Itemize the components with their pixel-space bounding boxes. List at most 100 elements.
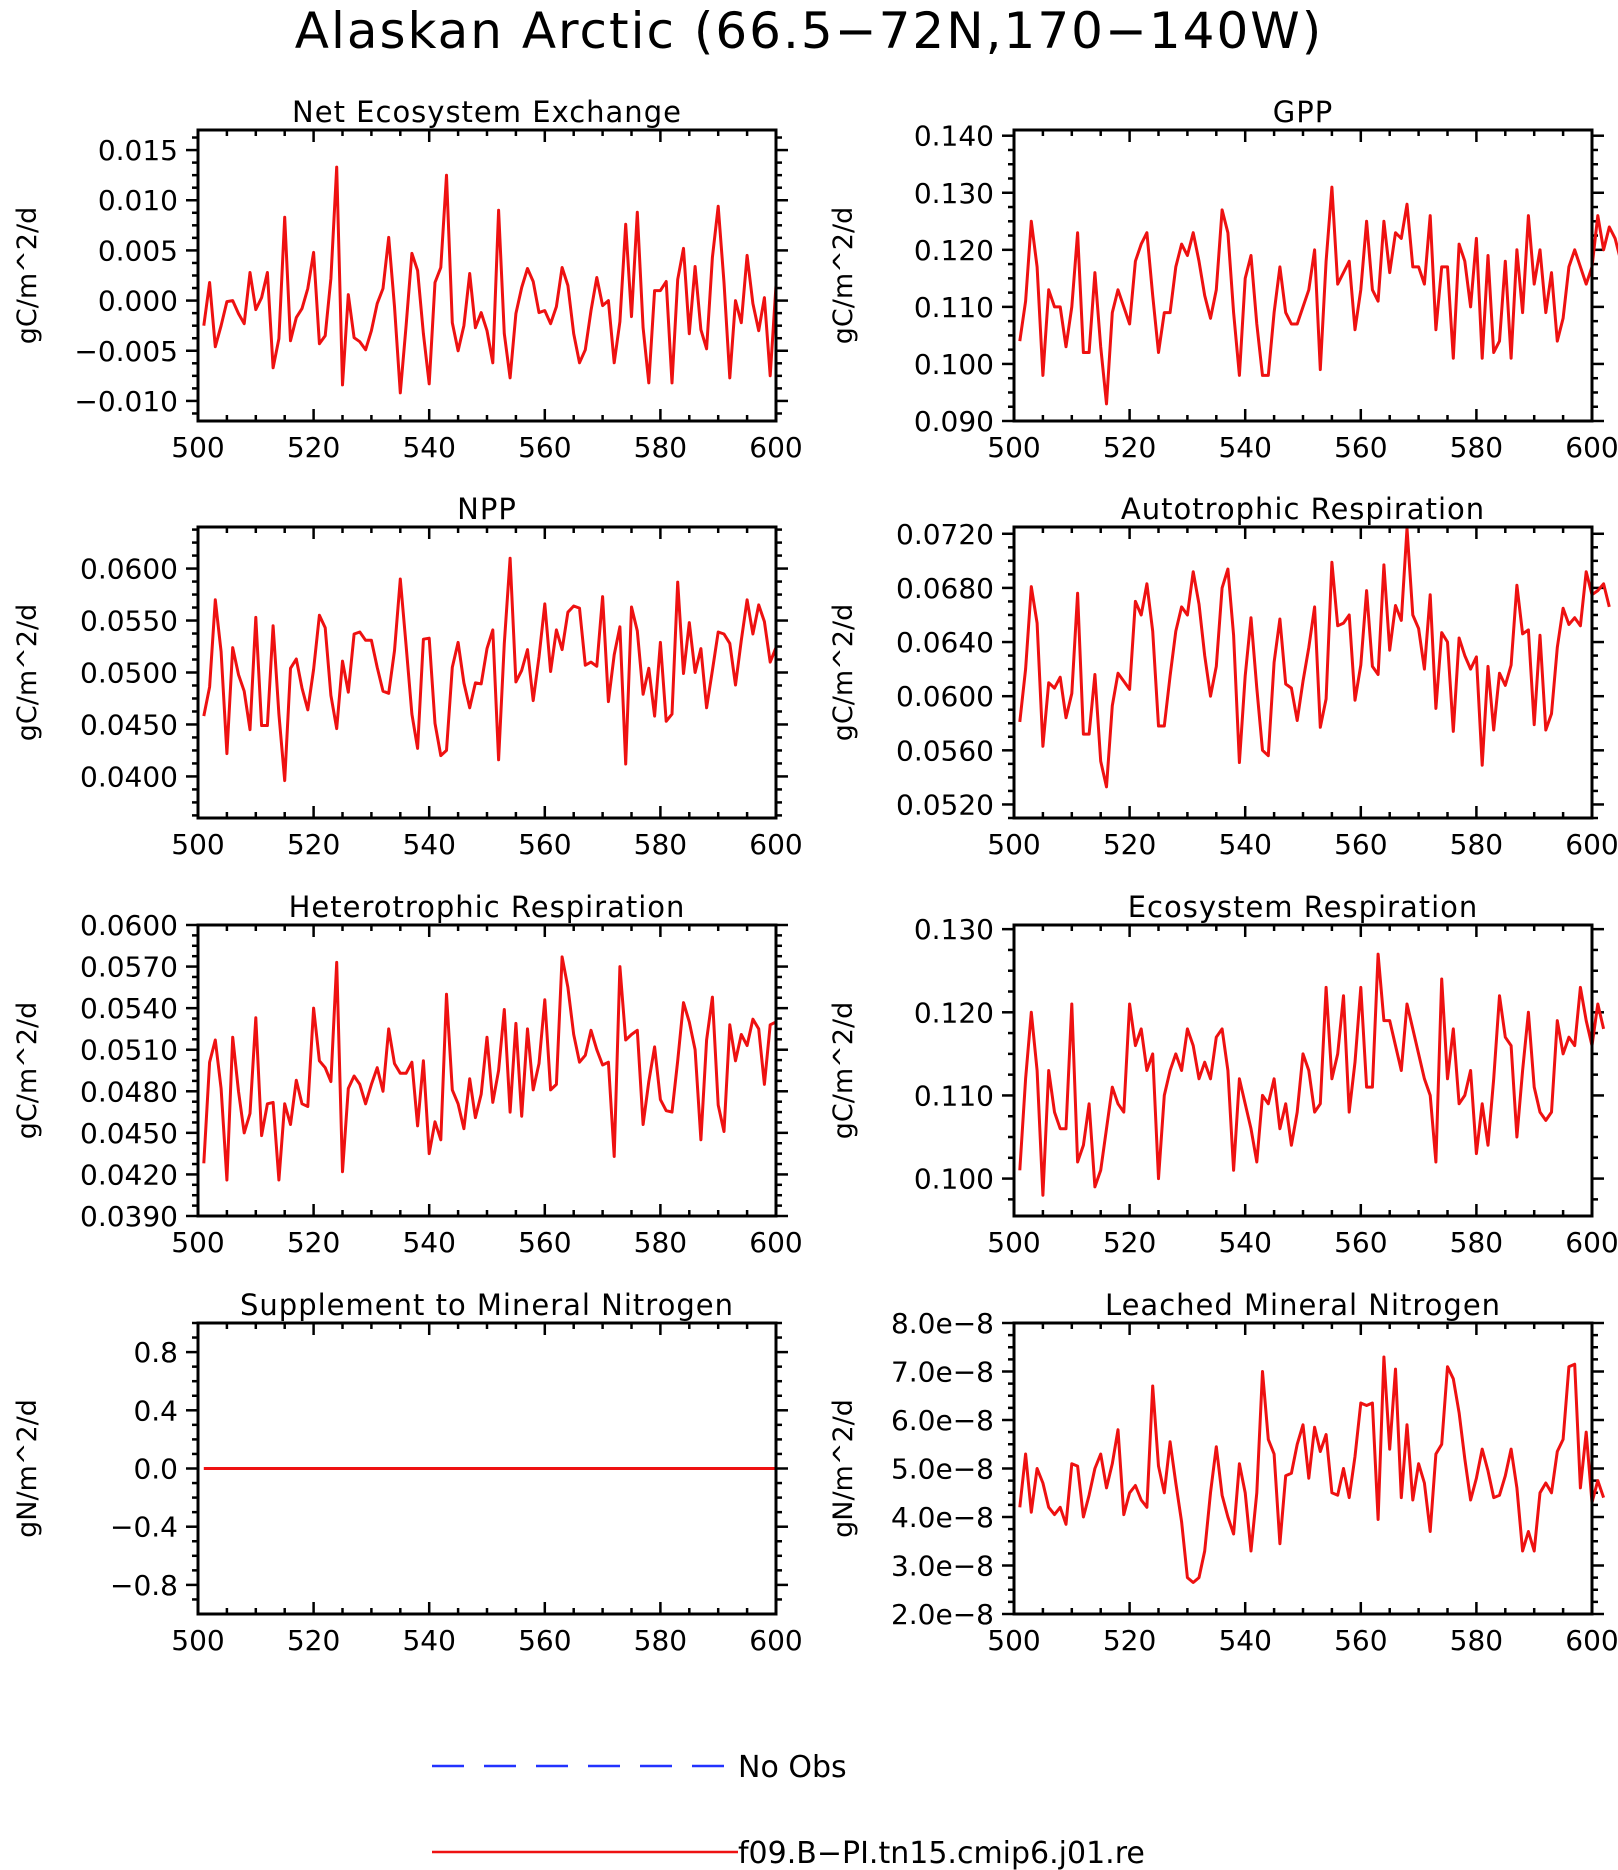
x-tick-label: 500 — [987, 1226, 1040, 1259]
y-tick-label: 0.0450 — [80, 1117, 178, 1150]
y-tick-label: 0.0600 — [896, 680, 994, 713]
x-tick-label: 540 — [1218, 431, 1271, 464]
x-tick-label: 520 — [287, 1226, 340, 1259]
chart-panel-5: Heterotrophic Respiration gC/m^2/d 500 520 5… — [12, 890, 803, 1259]
y-tick-label: 0.0480 — [80, 1075, 178, 1108]
y-axis-label: gN/m^2/d — [828, 1399, 859, 1538]
main-title: Alaskan Arctic (66.5−72N,170−140W) — [295, 2, 1323, 60]
x-tick-label: 500 — [171, 431, 224, 464]
y-tick-label: 0.0600 — [80, 553, 178, 586]
x-tick-label: 520 — [1103, 431, 1156, 464]
x-tick-label: 580 — [1450, 431, 1503, 464]
legend-label-no-obs: No Obs — [738, 1750, 847, 1785]
x-tick-label: 580 — [634, 1226, 687, 1259]
x-tick-label: 600 — [749, 1226, 802, 1259]
y-tick-label: 0.000 — [98, 285, 178, 318]
x-tick-label: 560 — [518, 1624, 571, 1657]
x-tick-label: 580 — [634, 1624, 687, 1657]
x-tick-label: 520 — [1103, 1226, 1156, 1259]
x-tick-label: 560 — [518, 431, 571, 464]
x-tick-label: 560 — [518, 1226, 571, 1259]
y-tick-label: 0.100 — [914, 1163, 994, 1196]
x-tick-label: 540 — [1218, 1226, 1271, 1259]
series-line-1 — [1018, 526, 1611, 789]
x-tick-label: 520 — [287, 828, 340, 861]
x-tick-label: 500 — [987, 828, 1040, 861]
y-tick-label: 0.005 — [98, 234, 178, 267]
x-tick-label: 600 — [1565, 1226, 1618, 1259]
x-tick-label: 500 — [171, 828, 224, 861]
y-tick-label: 0.0520 — [896, 788, 994, 821]
series-line-1 — [1018, 952, 1606, 1197]
x-tick-label: 560 — [518, 828, 571, 861]
y-tick-label: 5.0e−8 — [891, 1453, 994, 1486]
x-tick-label: 500 — [987, 431, 1040, 464]
plot-frame — [196, 923, 778, 1218]
plot-frame — [196, 128, 778, 423]
panel-title: Heterotrophic Respiration — [289, 890, 686, 924]
plot-frame — [196, 1321, 778, 1616]
x-tick-label: 540 — [1218, 1624, 1271, 1657]
y-axis-label: gN/m^2/d — [12, 1399, 43, 1538]
y-tick-label: 8.0e−8 — [891, 1307, 994, 1340]
chart-panel-4: Autotrophic Respiration gC/m^2/d 500 520 540… — [828, 492, 1618, 861]
plot-frame — [1012, 128, 1594, 423]
y-tick-label: 6.0e−8 — [891, 1404, 994, 1437]
y-axis-label: gC/m^2/d — [828, 1002, 859, 1139]
y-tick-label: 0.120 — [914, 996, 994, 1029]
y-tick-label: 0.0420 — [80, 1158, 178, 1191]
chart-panel-7: Supplement to Mineral Nitrogen gN/m^2/d 50… — [12, 1288, 803, 1657]
y-tick-label: 0.0400 — [80, 760, 178, 793]
y-tick-label: −0.4 — [110, 1511, 178, 1544]
panel-title: Autotrophic Respiration — [1121, 492, 1485, 526]
x-tick-label: 560 — [1334, 828, 1387, 861]
series-line-1 — [202, 556, 778, 783]
plot-frame — [1012, 525, 1594, 820]
y-tick-label: 0.0550 — [80, 605, 178, 638]
x-tick-label: 580 — [1450, 1624, 1503, 1657]
plot-frame — [1012, 1321, 1594, 1616]
y-tick-label: 0.0500 — [80, 657, 178, 690]
plot-frame — [1012, 923, 1594, 1218]
y-tick-label: 0.0600 — [80, 909, 178, 942]
y-tick-label: −0.010 — [74, 385, 178, 418]
y-tick-label: 0.130 — [914, 177, 994, 210]
panel-title: Ecosystem Respiration — [1128, 890, 1479, 924]
y-tick-label: 0.010 — [98, 184, 178, 217]
y-tick-label: 0.100 — [914, 348, 994, 381]
y-tick-label: 7.0e−8 — [891, 1356, 994, 1389]
y-tick-label: 0.110 — [914, 291, 994, 324]
chart-panel-3: NPP gC/m^2/d 500 520 540 560 580 600 0.0400 0.045… — [12, 492, 803, 861]
y-axis-label: gC/m^2/d — [12, 604, 43, 741]
y-tick-label: 0.4 — [133, 1394, 178, 1427]
x-tick-label: 600 — [1565, 1624, 1618, 1657]
x-tick-label: 580 — [1450, 828, 1503, 861]
y-axis-label: gC/m^2/d — [12, 1002, 43, 1139]
y-tick-label: 0.0680 — [896, 572, 994, 605]
chart-panels: Net Ecosystem Exchange gC/m^2/d 500 520 540 5… — [12, 95, 1618, 1657]
x-tick-label: 540 — [402, 1226, 455, 1259]
y-tick-label: 0.0390 — [80, 1200, 178, 1233]
y-tick-label: 0.0 — [133, 1453, 178, 1486]
x-tick-label: 540 — [402, 828, 455, 861]
panel-title: NPP — [457, 492, 517, 526]
y-tick-label: 4.0e−8 — [891, 1501, 994, 1534]
x-tick-label: 580 — [1450, 1226, 1503, 1259]
chart-panel-1: Net Ecosystem Exchange gC/m^2/d 500 520 540 5… — [12, 95, 803, 464]
x-tick-label: 540 — [1218, 828, 1271, 861]
series-line-1 — [1018, 1355, 1606, 1584]
chart-panel-6: Ecosystem Respiration gC/m^2/d 500 520 540 56… — [828, 890, 1618, 1259]
x-tick-label: 600 — [1565, 828, 1618, 861]
x-tick-label: 580 — [634, 828, 687, 861]
y-axis-label: gC/m^2/d — [828, 604, 859, 741]
y-tick-label: 0.140 — [914, 120, 994, 153]
panel-title: Net Ecosystem Exchange — [292, 95, 682, 129]
y-tick-label: 0.090 — [914, 405, 994, 438]
series-line-1 — [1018, 185, 1618, 406]
x-tick-label: 500 — [171, 1624, 224, 1657]
panel-title: GPP — [1273, 95, 1333, 129]
y-tick-label: 0.8 — [133, 1336, 178, 1369]
plot-frame — [196, 525, 778, 820]
y-tick-label: −0.005 — [74, 335, 178, 368]
